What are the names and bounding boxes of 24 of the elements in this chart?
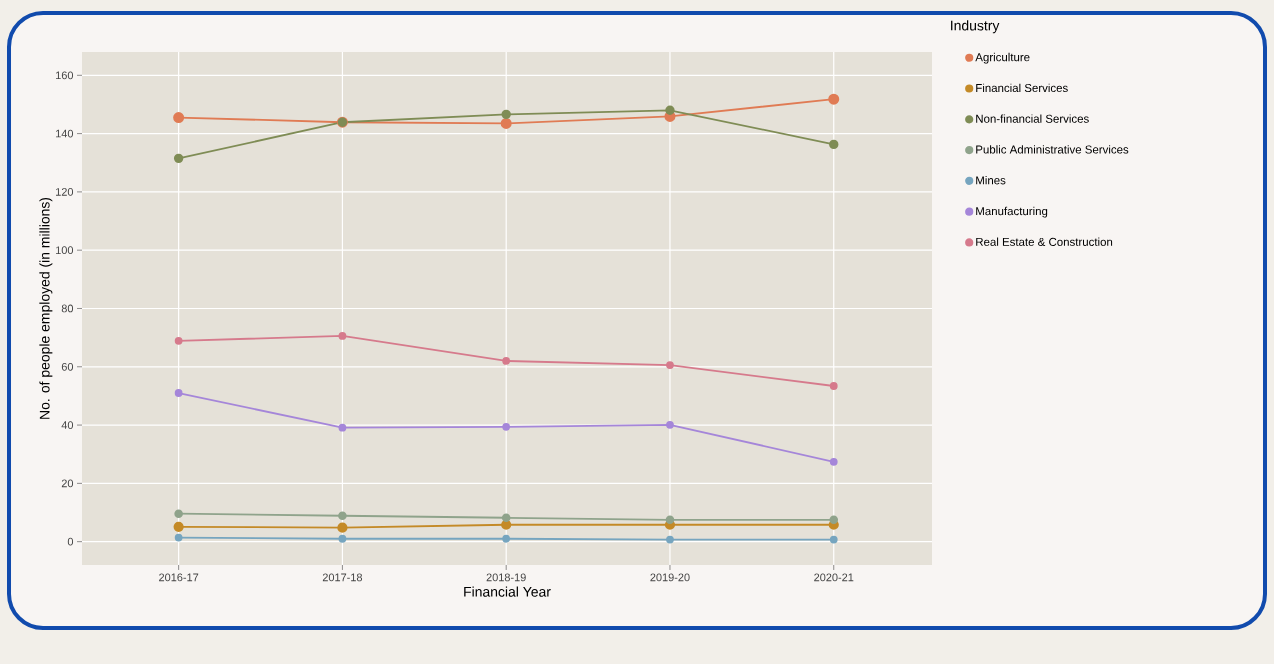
y-tick-label: 40	[61, 421, 74, 429]
y-tick-label: 80	[61, 304, 74, 313]
legend-label: Non-financial Services	[976, 114, 1089, 123]
legend-label: Manufacturing	[976, 206, 1048, 218]
y-tick-label: 0	[67, 537, 74, 546]
x-axis-title: Financial Year	[464, 586, 551, 597]
x-tick-label: 2016-17	[159, 573, 199, 582]
x-tick-label: 2019-20	[650, 573, 690, 582]
legend-label: Agriculture	[975, 52, 1030, 64]
y-tick-label: 160	[56, 71, 74, 80]
legend-label: Financial Services	[976, 83, 1068, 93]
legend-label: Real Estate & Construction	[976, 237, 1113, 246]
x-tick-label: 2017-18	[322, 573, 363, 582]
legend-label: Mines	[976, 175, 1006, 185]
legend-title: Industry	[951, 20, 1000, 34]
y-tick-label: 120	[56, 188, 74, 196]
y-axis-title: No. of people employed (in millions)	[39, 197, 53, 419]
legend-label: Public Administrative Services	[976, 145, 1129, 154]
y-tick-label: 20	[61, 479, 74, 488]
y-tick-label: 60	[61, 362, 74, 371]
x-tick-label: 2018-19	[486, 573, 526, 582]
x-tick-label: 2020-21	[814, 573, 854, 582]
y-tick-label: 140	[56, 129, 74, 138]
y-tick-label: 100	[56, 246, 74, 255]
